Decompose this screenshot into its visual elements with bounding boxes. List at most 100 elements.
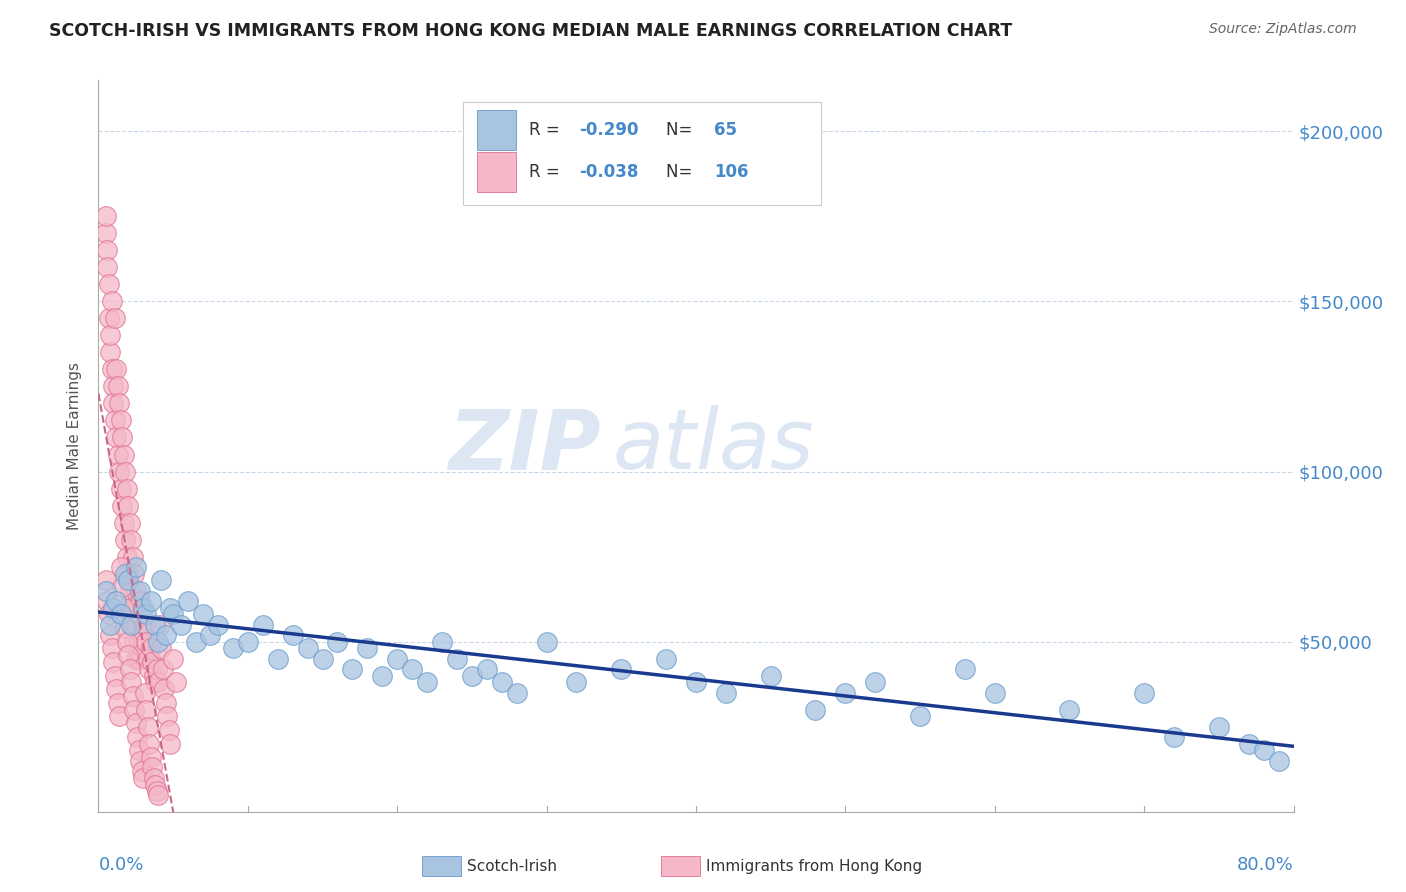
- Point: [125, 651, 148, 665]
- Text: -0.038: -0.038: [579, 162, 638, 181]
- Point: [125, 583, 148, 598]
- Point: [120, 600, 142, 615]
- Bar: [463, 103, 821, 204]
- Point: [759, 668, 782, 682]
- Point: [125, 716, 148, 731]
- Point: [107, 379, 129, 393]
- Point: [177, 594, 200, 608]
- Text: 0.0%: 0.0%: [98, 855, 143, 873]
- Text: N=: N=: [666, 162, 697, 181]
- Point: [134, 617, 156, 632]
- Point: [157, 723, 180, 737]
- Point: [141, 760, 163, 774]
- Text: Scotch-Irish: Scotch-Irish: [467, 859, 557, 873]
- Point: [1059, 703, 1081, 717]
- Point: [98, 617, 122, 632]
- Point: [953, 662, 976, 676]
- Point: [117, 648, 139, 663]
- Point: [103, 600, 125, 615]
- Text: N=: N=: [666, 121, 697, 139]
- Point: [101, 294, 124, 309]
- Point: [145, 784, 167, 798]
- Point: [342, 662, 364, 676]
- Point: [112, 448, 135, 462]
- Point: [108, 396, 131, 410]
- Point: [1208, 720, 1230, 734]
- Point: [121, 617, 143, 632]
- Point: [207, 617, 229, 632]
- Point: [132, 771, 155, 785]
- Point: [96, 260, 118, 275]
- Point: [98, 328, 122, 343]
- Point: [804, 703, 827, 717]
- Point: [610, 662, 633, 676]
- Point: [129, 583, 152, 598]
- Point: [236, 634, 259, 648]
- Point: [97, 311, 120, 326]
- Bar: [477, 110, 516, 150]
- Point: [865, 675, 887, 690]
- Point: [536, 634, 558, 648]
- Point: [124, 566, 146, 581]
- Point: [127, 617, 149, 632]
- Point: [101, 641, 124, 656]
- Point: [401, 662, 423, 676]
- Point: [97, 277, 120, 292]
- Point: [281, 628, 304, 642]
- Y-axis label: Median Male Earnings: Median Male Earnings: [67, 362, 83, 530]
- Point: [200, 628, 222, 642]
- Point: [111, 430, 134, 444]
- Point: [491, 675, 513, 690]
- Point: [129, 607, 152, 622]
- Point: [156, 709, 179, 723]
- Point: [984, 686, 1007, 700]
- Point: [356, 641, 378, 656]
- Text: 106: 106: [714, 162, 748, 181]
- Point: [155, 696, 177, 710]
- Point: [110, 482, 132, 496]
- Point: [142, 668, 165, 682]
- Point: [1133, 686, 1156, 700]
- Point: [98, 345, 122, 359]
- Point: [111, 580, 134, 594]
- Point: [120, 533, 142, 547]
- Point: [103, 379, 125, 393]
- Point: [132, 600, 155, 615]
- Point: [110, 559, 132, 574]
- Point: [143, 675, 166, 690]
- Point: [103, 396, 125, 410]
- Point: [114, 566, 136, 581]
- Point: [159, 600, 181, 615]
- Point: [1237, 737, 1260, 751]
- Point: [114, 533, 136, 547]
- Point: [141, 655, 163, 669]
- Point: [121, 689, 143, 703]
- Point: [118, 662, 141, 676]
- Text: -0.290: -0.290: [579, 121, 638, 139]
- Point: [98, 628, 122, 642]
- Point: [96, 594, 118, 608]
- Point: [1163, 730, 1185, 744]
- Point: [107, 696, 129, 710]
- Point: [430, 634, 453, 648]
- Point: [94, 227, 117, 241]
- Text: R =: R =: [529, 162, 565, 181]
- Point: [112, 516, 135, 530]
- Point: [506, 686, 529, 700]
- Point: [128, 651, 150, 665]
- Point: [148, 634, 170, 648]
- Point: [148, 675, 170, 690]
- Point: [142, 771, 165, 785]
- Point: [148, 788, 170, 802]
- Point: [714, 686, 737, 700]
- Point: [131, 628, 153, 642]
- Point: [908, 709, 931, 723]
- Point: [105, 430, 128, 444]
- Point: [124, 634, 146, 648]
- Point: [446, 651, 468, 665]
- Point: [169, 617, 191, 632]
- Point: [131, 764, 153, 778]
- Text: Source: ZipAtlas.com: Source: ZipAtlas.com: [1209, 22, 1357, 37]
- Point: [125, 559, 148, 574]
- Point: [311, 651, 333, 665]
